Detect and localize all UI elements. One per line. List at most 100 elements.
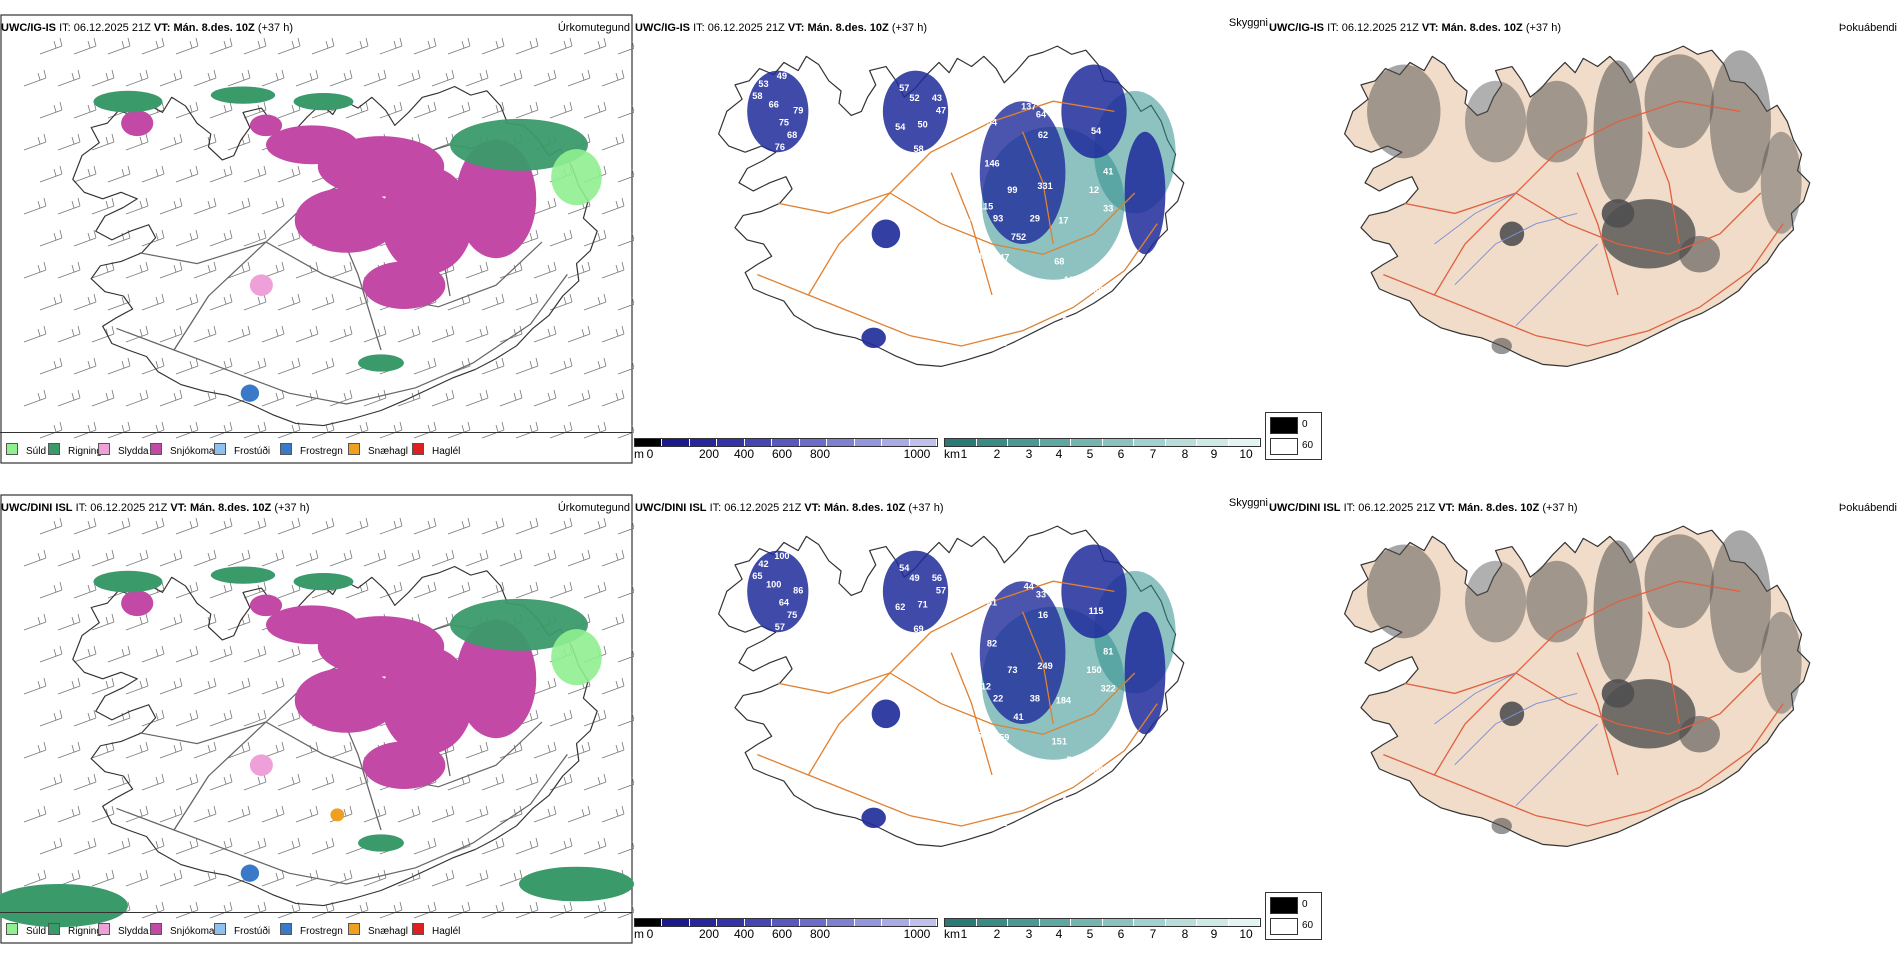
panel-type-label: Úrkomutegund: [557, 22, 630, 34]
legend-item-slydda: Slydda: [98, 923, 149, 937]
cloud-base-label: 89: [1056, 297, 1066, 307]
cloud-base-area: [747, 70, 809, 153]
lead-time: (+37 h): [274, 502, 310, 514]
colorbar-segment: [799, 439, 828, 446]
fog-panel: UWC/IG-IS IT: 06.12.2025 21Z VT: Mán. 8.…: [1265, 0, 1900, 480]
road-line: [889, 192, 1136, 255]
cloud-base-colorbar: m 0 200 400 600 800 1000: [634, 918, 939, 942]
legend-label: Snæhagl: [368, 446, 409, 457]
legend-swatch: [98, 443, 110, 455]
cloud-base-label: 93: [993, 214, 1003, 224]
precip-legend: Súld Rigning Slydda Snjókoma Frostúði Frostre…: [0, 432, 632, 463]
fog-swatch-60: [1270, 438, 1298, 455]
rain-area: [293, 92, 354, 111]
road-line: [139, 721, 267, 745]
colorbar-segment: [1071, 919, 1103, 926]
cloud-base-label: 65: [752, 571, 762, 581]
colorbar-segment: [1134, 919, 1166, 926]
fog-label-60: 60: [1302, 440, 1314, 451]
river-line: [1434, 192, 1517, 245]
colorbar-segment: [799, 919, 828, 926]
cloud-base-label: 50: [1066, 755, 1076, 765]
fog-fields: [1367, 530, 1802, 835]
fog-area: [1679, 715, 1720, 753]
colorbar-segment: [1008, 919, 1040, 926]
cloud-base-label: 50: [948, 146, 958, 156]
colorbar-segment: [945, 919, 977, 926]
cloud-base-label: 54: [987, 118, 998, 128]
road-line: [1576, 652, 1619, 776]
colorbar-segment: [1134, 439, 1166, 446]
colorbar-tick: 1000: [903, 447, 931, 461]
colorbar-segment: [1039, 919, 1071, 926]
snow-area: [362, 261, 446, 309]
legend-item-snjókoma: Snjókoma: [150, 443, 214, 457]
cloud-base-label: 12: [1089, 185, 1099, 195]
legend-label: Rigning: [68, 446, 102, 457]
colorbar-segment: [717, 439, 745, 446]
cloud-base-label: 47: [999, 252, 1009, 262]
rain-area: [450, 598, 588, 651]
fog-panel: UWC/DINI ISL IT: 06.12.2025 21Z VT: Mán.…: [1265, 480, 1900, 960]
road-line: [1403, 672, 1517, 695]
colorbar-segment: [909, 439, 937, 446]
cloud-base-label: 752: [1011, 232, 1026, 242]
fog-area: [1679, 235, 1720, 273]
cloud-base-label: 54: [1091, 126, 1102, 136]
road-line: [757, 703, 1158, 827]
legend-swatch: [280, 923, 292, 935]
colorbar-tick: 9: [1210, 447, 1218, 461]
cloud-base-label: 64: [779, 598, 790, 608]
cloud-base-label: 54: [895, 122, 906, 132]
cloud-base-label: 66: [769, 99, 779, 109]
cloud-base-label: 57: [977, 730, 987, 740]
legend-item-snæhagl: Snæhagl: [348, 443, 408, 457]
cloud-base-label: 75: [787, 610, 797, 620]
cloud-base-label: 61: [1040, 83, 1050, 93]
cloud-base-label: 33: [1036, 590, 1046, 600]
cloud-base-label: 40: [975, 91, 985, 101]
cloud-base-label: 41: [1103, 167, 1113, 177]
fog-island: [1344, 525, 1811, 847]
legend-swatch: [150, 443, 162, 455]
cloud-base-label: 100: [766, 579, 781, 589]
sleet-area: [249, 754, 273, 776]
legend-swatch: [6, 443, 18, 455]
cloud-base-label: 46: [958, 698, 968, 708]
legend-item-frostregn: Frostregn: [280, 443, 343, 457]
cloud-base-label: 50: [844, 571, 854, 581]
cloud-base-label: 150: [1086, 665, 1101, 675]
fog-area: [1526, 80, 1588, 163]
road-line: [1021, 611, 1054, 725]
colorbar-tick: 2: [993, 927, 1001, 941]
colorbar-segment: [1228, 439, 1260, 446]
colorbar-tick: 400: [733, 927, 755, 941]
road-line: [139, 241, 267, 265]
legend-label: Frostregn: [300, 446, 343, 457]
cloud-base-label: 52: [909, 93, 919, 103]
cloud-base-label: 54: [899, 563, 910, 573]
cloud-base-label: 57: [775, 622, 785, 632]
colorbar-tick: 1: [960, 447, 968, 461]
fog-area: [1499, 701, 1525, 727]
road-line: [777, 192, 891, 215]
colorbar-segment: [744, 919, 773, 926]
legend-label: Snæhagl: [368, 926, 409, 937]
cloud-base-label: 99: [948, 626, 958, 636]
fog-area: [1601, 199, 1635, 228]
cloud-base-label: 151: [1052, 736, 1067, 746]
cloud-base-label: 50: [918, 120, 928, 130]
fog-swatch-0: [1270, 417, 1298, 434]
fog-island: [1344, 45, 1811, 367]
legend-label: Súld: [26, 446, 47, 457]
cloud-base-label: 77: [1056, 777, 1066, 787]
colorbar-gradient: [944, 918, 1261, 927]
legend-label: Haglél: [432, 446, 461, 457]
cloud-base-area: [1124, 611, 1166, 735]
model-name: UWC/DINI ISL: [1, 502, 73, 514]
colorbar-segment: [772, 439, 800, 446]
cloud-base-label: 331: [1037, 181, 1052, 191]
colorbar-segment: [662, 439, 690, 446]
snow-area: [381, 166, 473, 275]
